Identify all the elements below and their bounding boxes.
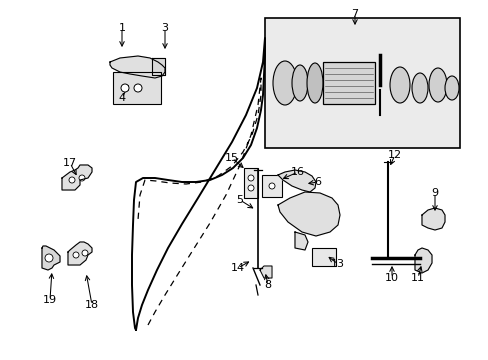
Text: 12: 12	[387, 150, 401, 160]
Circle shape	[79, 175, 85, 181]
Ellipse shape	[411, 73, 427, 103]
Text: 9: 9	[430, 188, 438, 198]
Circle shape	[247, 185, 253, 191]
Ellipse shape	[389, 67, 409, 103]
Bar	[311, 248, 335, 266]
Polygon shape	[414, 248, 431, 273]
Polygon shape	[110, 56, 164, 78]
Ellipse shape	[428, 68, 446, 102]
Bar	[244, 168, 258, 198]
Polygon shape	[278, 192, 339, 236]
Text: 19: 19	[43, 295, 57, 305]
Polygon shape	[421, 208, 444, 230]
Ellipse shape	[291, 65, 307, 101]
Text: 5: 5	[236, 195, 243, 205]
Text: 1: 1	[118, 23, 125, 33]
Text: 16: 16	[290, 167, 305, 177]
Text: 8: 8	[264, 280, 271, 290]
Text: 13: 13	[330, 259, 345, 269]
Circle shape	[268, 183, 274, 189]
Ellipse shape	[444, 76, 458, 100]
Bar	[264, 18, 459, 148]
Text: 6: 6	[314, 177, 321, 187]
Circle shape	[134, 84, 142, 92]
Circle shape	[82, 250, 88, 256]
Text: 17: 17	[63, 158, 77, 168]
Polygon shape	[294, 232, 307, 250]
Circle shape	[121, 84, 129, 92]
Text: 4: 4	[118, 93, 125, 103]
Polygon shape	[62, 165, 92, 190]
Text: 3: 3	[161, 23, 168, 33]
Polygon shape	[152, 58, 164, 75]
Text: 15: 15	[224, 153, 239, 163]
Circle shape	[247, 175, 253, 181]
Bar	[323, 62, 374, 104]
Polygon shape	[278, 170, 315, 192]
Polygon shape	[42, 246, 60, 270]
Text: 18: 18	[85, 300, 99, 310]
Text: 14: 14	[230, 263, 244, 273]
Circle shape	[69, 177, 75, 183]
Text: 7: 7	[351, 9, 358, 19]
Bar	[262, 175, 282, 197]
Text: 11: 11	[410, 273, 424, 283]
Polygon shape	[260, 266, 271, 278]
Circle shape	[45, 254, 53, 262]
Bar	[113, 72, 161, 104]
Polygon shape	[68, 242, 92, 265]
Ellipse shape	[306, 63, 323, 103]
Ellipse shape	[272, 61, 296, 105]
Text: 10: 10	[384, 273, 398, 283]
Circle shape	[73, 252, 79, 258]
